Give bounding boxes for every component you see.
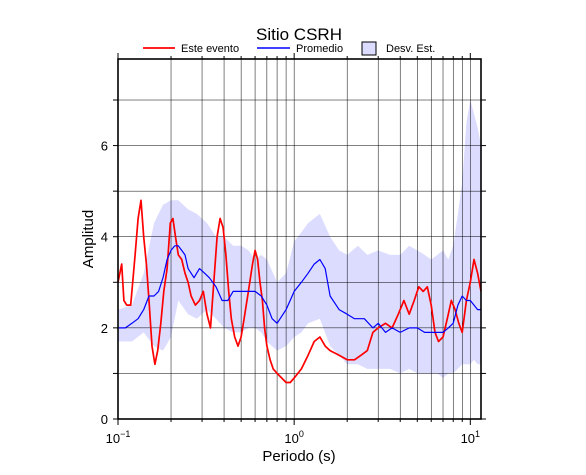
legend-label-este-evento: Este evento <box>181 43 239 55</box>
legend: Este evento Promedio Desv. Est. <box>143 41 435 56</box>
x-axis-label: Periodo (s) <box>262 448 335 465</box>
x-tick-label: 101 <box>461 429 480 446</box>
x-tick-label: 100 <box>284 429 303 446</box>
series-line-promedio <box>118 245 481 333</box>
y-tick-label: 4 <box>101 230 108 245</box>
x-tick-label: 10−1 <box>106 429 131 446</box>
plot-frame <box>117 58 482 420</box>
legend-label-promedio: Promedio <box>296 43 343 55</box>
y-tick-label: 0 <box>101 412 108 427</box>
chart-title: Sitio CSRH <box>256 25 342 44</box>
y-tick-label: 6 <box>101 139 108 154</box>
y-tick-label: 2 <box>101 321 108 336</box>
legend-label-desv-est: Desv. Est. <box>386 43 435 55</box>
legend-swatch-desv-est <box>361 41 377 56</box>
std-band-layer <box>118 100 481 378</box>
axis-layer: 0 2 4 6 10−1 100 101 <box>101 53 486 446</box>
grid-layer <box>117 59 481 419</box>
series-line-este-evento <box>117 199 482 384</box>
series-layer <box>117 199 482 384</box>
std-band <box>118 100 481 378</box>
y-axis-label: Amplitud <box>80 210 97 268</box>
